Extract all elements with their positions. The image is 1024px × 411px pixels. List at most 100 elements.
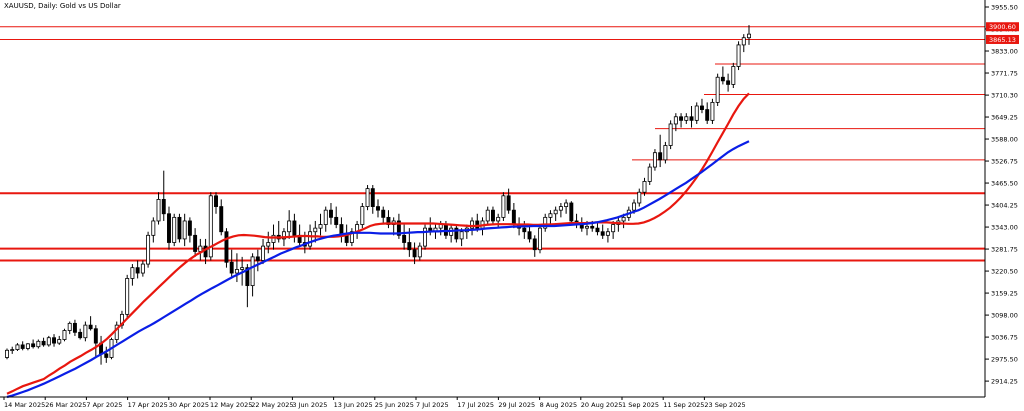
candle-body — [538, 227, 542, 251]
time-tick-label: 8 Aug 2025 — [540, 401, 578, 409]
candle-body — [741, 37, 746, 46]
candle-body — [370, 188, 375, 207]
candle-body — [496, 216, 501, 222]
price-tags: 3900.60 3865.13 — [986, 22, 1019, 44]
candle-body — [360, 206, 365, 225]
candle-body — [720, 76, 725, 82]
candle-body — [553, 209, 558, 215]
candle-body — [423, 227, 427, 247]
candle-body — [668, 123, 673, 146]
candle-body — [642, 181, 647, 193]
candle-body — [125, 278, 130, 315]
candle-body — [349, 231, 354, 243]
candle-body — [187, 220, 192, 236]
candle-body — [62, 330, 67, 340]
price-tag-box — [986, 22, 1019, 32]
time-tick-label: 12 May 2025 — [210, 401, 252, 409]
price-tick-label: 3098.00 — [991, 312, 1018, 320]
time-tick-label: 26 Mar 2025 — [45, 401, 86, 409]
candle-body — [736, 44, 741, 67]
candle-body — [564, 202, 569, 207]
candle-body — [292, 220, 297, 236]
candle-body — [475, 220, 480, 229]
time-tick-label: 1 Sep 2025 — [622, 401, 659, 409]
candle-body — [266, 242, 271, 247]
candle-body — [52, 337, 56, 344]
price-tag-label: 3865.13 — [989, 36, 1016, 44]
candle-body — [747, 33, 751, 39]
candle-body — [454, 227, 459, 240]
time-tick-label: 17 Apr 2025 — [128, 401, 168, 409]
price-tag-label: 3900.60 — [989, 23, 1016, 31]
candle-body — [25, 343, 30, 349]
candle-body — [726, 80, 731, 85]
candle-body — [658, 152, 663, 161]
candle-body — [57, 339, 62, 344]
candle-body — [255, 256, 260, 261]
candle-body — [417, 245, 422, 258]
time-tick-label: 11 Sep 2025 — [663, 401, 704, 409]
candle-body — [490, 209, 495, 222]
candle-body — [78, 331, 83, 339]
candle-body — [135, 267, 140, 274]
candle-body — [88, 324, 93, 330]
candle-body — [146, 234, 151, 265]
fast-ma-line — [6, 92, 750, 395]
candle-body — [36, 340, 41, 348]
candle-body — [151, 220, 156, 236]
candle-body — [647, 166, 652, 182]
candle-body — [485, 209, 490, 222]
price-tick-label: 3526.75 — [991, 158, 1018, 166]
candle-body — [585, 225, 589, 229]
time-tick-label: 7 Apr 2025 — [86, 401, 122, 409]
price-tick-label: 3281.75 — [991, 246, 1018, 254]
candle-body — [46, 337, 51, 346]
candle-body — [83, 324, 88, 339]
candle-body — [261, 245, 266, 261]
candle-body — [600, 231, 605, 236]
price-axis[interactable]: 3955.503894.403833.003771.753710.303649.… — [985, 4, 1018, 386]
candle-body — [548, 213, 553, 218]
candle-body — [10, 349, 15, 351]
candle-body — [344, 234, 349, 243]
price-tick-label: 3649.25 — [991, 114, 1018, 122]
price-tick-label: 3343.00 — [991, 224, 1018, 232]
candle-body — [396, 220, 401, 236]
candle-body — [511, 209, 516, 225]
candle-body — [172, 216, 177, 243]
candle-body — [20, 344, 25, 349]
candle-body — [700, 105, 704, 110]
candle-body — [605, 231, 610, 236]
candle-body — [167, 213, 171, 243]
candle-body — [313, 227, 318, 233]
price-tick-label: 3159.25 — [991, 290, 1018, 298]
candle-body — [41, 340, 46, 346]
candle-body — [281, 231, 286, 240]
candle-body — [229, 261, 234, 274]
candle-body — [224, 231, 229, 263]
candle-body — [621, 216, 626, 222]
candle-body — [459, 231, 464, 240]
candle-body — [72, 322, 77, 333]
candle-body — [470, 220, 475, 229]
candle-body — [611, 224, 616, 233]
candle-body — [501, 195, 506, 218]
chart-title: XAUUSD, Daily: Gold vs US Dollar — [4, 2, 121, 10]
candle-body — [240, 267, 245, 270]
candle-body — [234, 269, 239, 274]
candle-body — [407, 242, 412, 251]
candle-body — [177, 216, 182, 240]
moving-averages — [6, 92, 750, 399]
candle-body — [506, 195, 511, 211]
candle-body — [193, 234, 198, 252]
time-tick-label: 23 Sep 2025 — [704, 401, 745, 409]
time-tick-label: 29 Jul 2025 — [498, 401, 535, 409]
price-tick-label: 3955.50 — [991, 4, 1018, 12]
slow-ma-line — [6, 140, 750, 399]
candle-body — [93, 328, 98, 344]
time-tick-label: 14 Mar 2025 — [4, 401, 45, 409]
time-axis[interactable]: 14 Mar 2025 26 Mar 2025 7 Apr 2025 17 Apr 2… — [3, 397, 746, 409]
candle-body — [522, 227, 527, 233]
